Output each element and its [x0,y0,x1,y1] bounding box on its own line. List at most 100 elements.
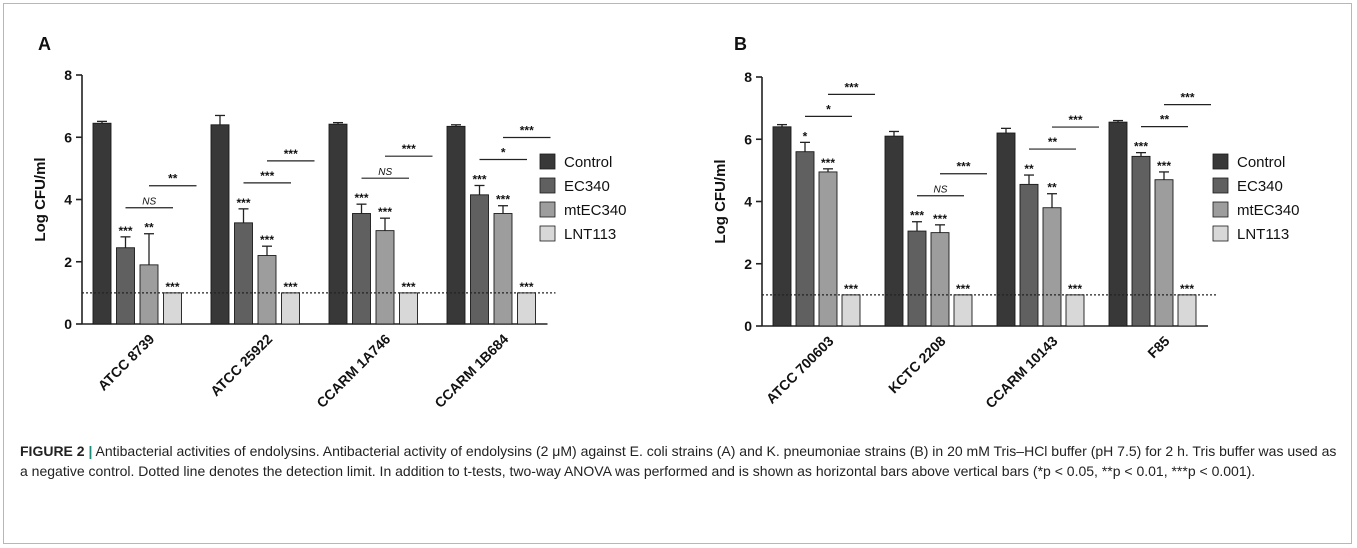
panel-b-category-label: F85 [1144,333,1173,362]
panel-b-y-tick-label: 8 [744,69,752,85]
panel-b-bar-mtec340-atcc-700603 [818,171,838,327]
panel-a-bar-lnt113-atcc-25922 [281,292,300,325]
panel-a-legend-label-mtec340: mtEC340 [564,202,627,219]
panel-b-category-label: KCTC 2208 [885,333,949,397]
panel-a-legend-label-lnt113: LNT113 [564,226,616,243]
panel-a-letter: A [38,34,51,54]
panel-b-y-tick-label: 0 [744,318,752,334]
panel-b-legend-label-mtec340: mtEC340 [1237,202,1300,219]
panel-a-legend-swatch-lnt113 [539,225,556,242]
panel-b-significance-star: *** [956,282,970,296]
panel-b-y-axis-label: Log CFU/ml [712,159,729,243]
panel-a-comparison-label: *** [260,169,274,183]
panel-a-significance-star: *** [236,196,250,210]
panel-a-bar-control-ccarm-1b684 [446,125,466,325]
panel-a-bar-mtec340-atcc-25922 [257,255,277,325]
panel-a-comparison-label: NS [142,197,156,208]
figure-frame [3,3,1352,544]
panel-b-letter: B [734,34,747,54]
panel-b-significance-star: *** [1180,282,1194,296]
panel-a-legend-label-control: Control [564,154,612,171]
panel-b-bar-lnt113-ccarm-10143 [1065,294,1085,327]
panel-a-comparison-label: NS [378,167,392,178]
panel-b-bar-lnt113-f85 [1177,294,1197,327]
figure-caption: FIGURE 2 | Antibacterial activities of e… [20,441,1340,481]
panel-b-comparison-label: *** [844,80,858,94]
panel-b-bar-mtec340-ccarm-10143 [1042,207,1062,327]
panel-b-significance-star: *** [821,156,835,170]
panel-b-bar-mtec340-f85 [1154,179,1174,327]
panel-b-category-label: CCARM 10143 [982,333,1061,412]
panel-a-comparison-label: *** [520,123,534,137]
panel-b-category-label: ATCC 700603 [763,333,837,407]
panel-a-legend-swatch-ec340 [539,177,556,194]
panel-b-comparison-label: ** [1160,113,1170,127]
panel-a-bar-mtec340-ccarm-1a746 [375,230,395,325]
panel-a-significance-star: *** [472,172,486,186]
panel-a-category-label: CCARM 1A746 [313,331,393,411]
panel-b-bar-ec340-ccarm-10143 [1019,183,1039,327]
panel-a-significance-star: *** [283,280,297,294]
panel-b-y-tick-label: 6 [744,131,752,147]
panel-a-bar-mtec340-ccarm-1b684 [493,213,513,325]
panel-a-significance-star: *** [496,193,510,207]
panel-b-significance-star: *** [1068,282,1082,296]
panel-b-y-tick-label: 4 [744,194,752,210]
panel-a-y-axis-label: Log CFU/ml [32,157,49,241]
panel-a-significance-star: *** [260,233,274,247]
panel-a-bar-control-atcc-8739 [92,122,112,325]
panel-a-significance-star: *** [519,280,533,294]
panel-a-comparison-label: *** [402,142,416,156]
panel-a-significance-star: *** [118,224,132,238]
panel-b-legend-label-lnt113: LNT113 [1237,226,1289,243]
panel-b-bar-control-ccarm-10143 [996,132,1016,327]
panel-b-significance-star: * [803,129,808,143]
panel-b-legend-label-control: Control [1237,154,1285,171]
panel-b-significance-star: ** [1024,162,1034,176]
panel-b-significance-star: *** [1157,159,1171,173]
panel-b-bar-control-kctc-2208 [884,135,904,327]
panel-a-significance-star: *** [401,280,415,294]
panel-a-y-tick-label: 4 [64,192,72,208]
panel-b-bar-ec340-atcc-700603 [795,151,815,327]
panel-a-bar-control-atcc-25922 [210,124,230,325]
panel-a-bar-lnt113-atcc-8739 [163,292,182,325]
panel-b-comparison-label: ** [1048,135,1058,149]
panel-b-bar-lnt113-atcc-700603 [841,294,861,327]
panel-a-significance-star: *** [354,191,368,205]
panel-b-legend-swatch-lnt113 [1212,225,1229,242]
panel-a-bar-control-ccarm-1a746 [328,123,348,325]
panel-a-bar-mtec340-atcc-8739 [139,264,159,325]
panel-b-bar-ec340-f85 [1131,155,1151,327]
panel-b-significance-star: *** [933,212,947,226]
caption-text: Antibacterial activities of endolysins. … [20,443,1337,479]
panel-a-legend-swatch-mtec340 [539,201,556,218]
panel-b-legend-swatch-ec340 [1212,177,1229,194]
panel-b-bar-mtec340-kctc-2208 [930,232,950,327]
panel-b-comparison-label: NS [934,185,948,196]
panel-a-y-tick-label: 0 [64,316,72,332]
panel-b-bar-control-atcc-700603 [772,126,792,327]
panel-a-bar-lnt113-ccarm-1a746 [399,292,418,325]
panel-a-y-tick-label: 2 [64,254,72,270]
panel-b-bar-lnt113-kctc-2208 [953,294,973,327]
panel-b-comparison-label: *** [1068,113,1082,127]
panel-b-legend-label-ec340: EC340 [1237,178,1283,195]
panel-a-comparison-label: ** [168,172,178,186]
panel-b-significance-star: *** [844,282,858,296]
caption-label: FIGURE 2 [20,443,85,459]
panel-a-significance-star: ** [144,221,154,235]
panel-b-legend-swatch-mtec340 [1212,201,1229,218]
panel-a-comparison-label: *** [284,147,298,161]
panel-b-significance-star: *** [910,209,924,223]
panel-a-bar-ec340-atcc-8739 [116,247,135,325]
panel-b-comparison-label: *** [1180,91,1194,105]
panel-a-legend-label-ec340: EC340 [564,178,610,195]
panel-a-bar-ec340-ccarm-1a746 [352,213,371,325]
panel-b-comparison-label: *** [956,160,970,174]
panel-a-bar-lnt113-ccarm-1b684 [517,292,536,325]
panel-a-y-tick-label: 6 [64,129,72,145]
panel-a-comparison-label: * [501,145,506,159]
panel-b-significance-star: ** [1047,181,1057,195]
